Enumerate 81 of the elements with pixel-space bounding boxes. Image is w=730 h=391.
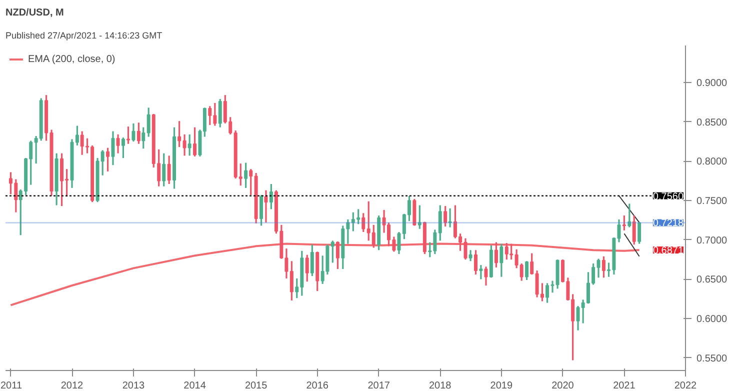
candlestick: [392, 236, 396, 252]
x-tick-label: 2021: [613, 380, 636, 391]
x-tick-label: 2013: [122, 380, 146, 391]
y-tick-label: 0.7000: [696, 235, 728, 246]
x-tick-label: 2017: [368, 380, 390, 391]
x-tick-label: 2015: [244, 380, 268, 391]
candlestick: [484, 266, 488, 286]
text: Published 27/Apr/2021 - 14:16:23 GMT: [6, 30, 163, 40]
candlestick: [182, 134, 186, 156]
candlestick: [34, 135, 38, 164]
x-tick-label: 2012: [60, 380, 84, 391]
x-tick-label: 2016: [306, 380, 329, 391]
candlestick: [479, 264, 483, 280]
candlestick: [474, 249, 478, 276]
candlestick: [264, 189, 268, 224]
candlestick: [116, 134, 120, 154]
candlestick: [244, 162, 248, 189]
x-tick-label: 2022: [674, 380, 698, 391]
data-label: 0.6871: [652, 246, 684, 257]
candlestick: [330, 240, 334, 264]
candlestick: [136, 122, 140, 145]
candlestick: [362, 212, 366, 233]
y-tick-label: 0.5500: [696, 353, 728, 364]
x-tick-label: 2014: [184, 380, 206, 391]
candlestick: [438, 204, 442, 242]
candlestick: [602, 256, 606, 278]
candlestick: [468, 249, 472, 262]
ref-line-label: 0.7218: [652, 218, 684, 230]
candlestick: [290, 260, 294, 302]
candlestick: [448, 208, 452, 228]
chart-title: NZD/USD, M: [6, 8, 64, 18]
y-tick-label: 0.7500: [696, 196, 728, 208]
candlestick: [142, 126, 146, 150]
x-tick-label: 2019: [490, 380, 513, 391]
candlestick: [106, 147, 110, 172]
candlestick: [540, 282, 544, 302]
candlestick: [305, 254, 309, 282]
candlestick: [111, 130, 115, 166]
candlestick: [162, 152, 166, 188]
candlestick: [188, 134, 192, 156]
candlestick: [121, 136, 125, 159]
candlestick: [525, 260, 529, 281]
y-tick-label: 0.8500: [696, 117, 728, 128]
x-tick-label: 2018: [429, 380, 452, 391]
candlestick: [126, 126, 130, 145]
candlestick: [500, 243, 504, 278]
candlestick: [356, 208, 360, 225]
candlestick: [178, 120, 182, 148]
candlestick: [218, 98, 222, 128]
candlestick: [638, 222, 642, 245]
ref-line-label: 0.7560: [652, 191, 684, 202]
candlestick: [596, 258, 600, 278]
line-series: [10, 242, 640, 306]
candlestick: [132, 122, 136, 142]
candlestick: [146, 106, 150, 138]
candlestick: [444, 205, 448, 228]
candlestick: [310, 244, 314, 277]
legend-label: EMA (200, close, 0): [28, 54, 116, 64]
candlestick: [530, 252, 534, 276]
x-tick-label: 2020: [552, 380, 574, 391]
candlestick: [351, 212, 355, 232]
candlestick: [193, 126, 197, 158]
candlestick: [494, 241, 498, 268]
y-tick-label: 0.9000: [696, 78, 728, 89]
candlestick: [535, 270, 539, 298]
y-tick-label: 0.6500: [696, 274, 728, 286]
candlestick: [397, 231, 401, 255]
candlestick: [622, 214, 626, 232]
y-tick-label: 0.8000: [696, 156, 728, 168]
y-tick-label: 0.6000: [696, 314, 728, 326]
candlestick: [418, 204, 422, 230]
x-tick-label: 2011: [0, 380, 22, 391]
candlestick: [632, 214, 636, 246]
candlestick: [249, 168, 253, 196]
candlestick: [336, 240, 340, 270]
candlestick: [157, 148, 161, 188]
candlestick: [167, 154, 171, 185]
candlestick: [75, 124, 79, 146]
candlestick: [628, 202, 632, 228]
candlestick: [260, 194, 264, 227]
candlestick: [269, 183, 273, 210]
